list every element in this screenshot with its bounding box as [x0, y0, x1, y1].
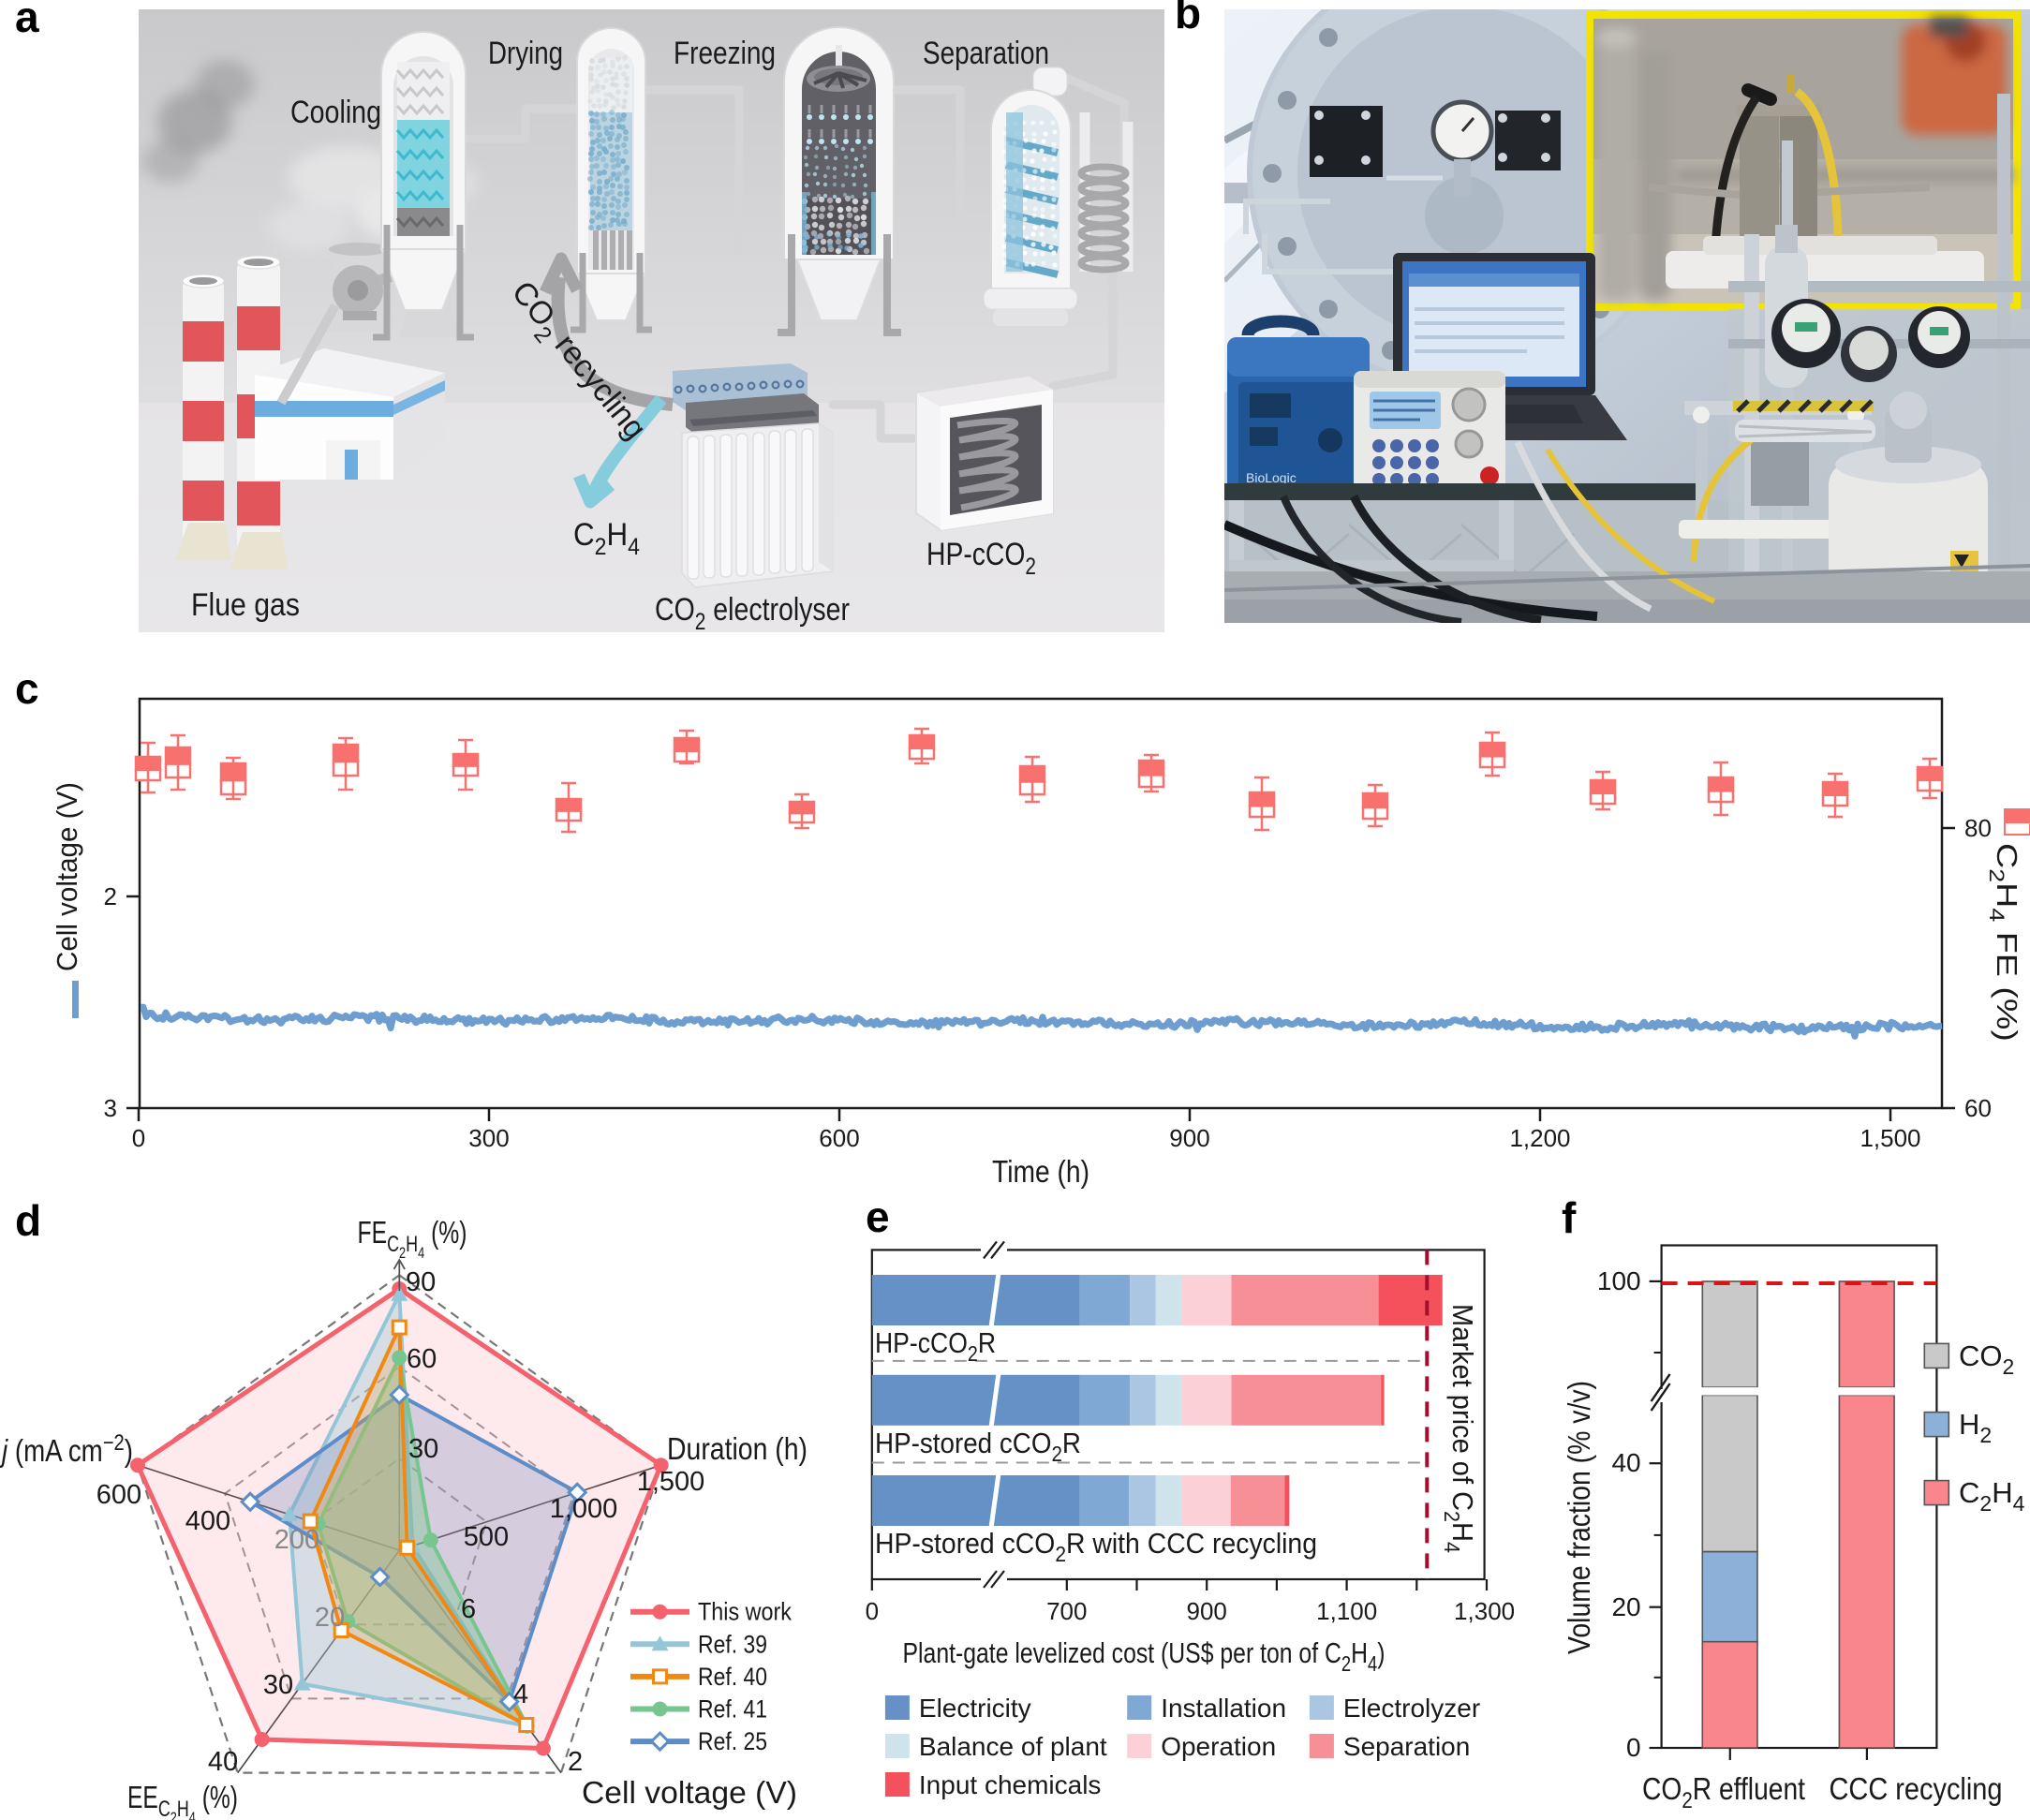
svg-text:1,300: 1,300 — [1454, 1597, 1515, 1625]
svg-text:Ref. 40: Ref. 40 — [698, 1663, 767, 1691]
svg-text:Ref. 25: Ref. 25 — [698, 1727, 767, 1755]
svg-text:FEC2H4 (%): FEC2H4 (%) — [358, 1215, 467, 1262]
svg-text:0: 0 — [866, 1597, 879, 1625]
svg-text:200: 200 — [274, 1525, 319, 1555]
svg-text:Input chemicals: Input chemicals — [919, 1770, 1102, 1799]
svg-text:C2H4: C2H4 — [1959, 1476, 2025, 1516]
svg-text:Cell voltage (V): Cell voltage (V) — [582, 1775, 797, 1810]
svg-text:300: 300 — [468, 1124, 509, 1152]
svg-text:1,500: 1,500 — [1860, 1124, 1920, 1152]
svg-text:6: 6 — [461, 1594, 476, 1624]
svg-text:H2: H2 — [1959, 1408, 1992, 1447]
svg-text:Plant-gate levelized cost (US$: Plant-gate levelized cost (US$ per ton o… — [903, 1636, 1385, 1676]
svg-text:1,100: 1,100 — [1316, 1597, 1377, 1625]
svg-text:Electrolyzer: Electrolyzer — [1343, 1694, 1480, 1723]
svg-text:1,000: 1,000 — [550, 1494, 618, 1524]
svg-text:20: 20 — [315, 1603, 345, 1633]
svg-text:Separation: Separation — [923, 36, 1049, 71]
svg-text:HP-cCO2R: HP-cCO2R — [875, 1326, 996, 1366]
svg-text:HP-stored cCO2R with CCC recyc: HP-stored cCO2R with CCC recycling — [875, 1527, 1317, 1566]
svg-text:Ref. 41: Ref. 41 — [698, 1695, 767, 1724]
svg-text:0: 0 — [132, 1124, 145, 1152]
svg-text:Time (h): Time (h) — [992, 1154, 1089, 1189]
svg-text:HP-stored cCO2R: HP-stored cCO2R — [875, 1427, 1081, 1466]
svg-text:CO2: CO2 — [1959, 1339, 2014, 1379]
svg-text:0: 0 — [1626, 1733, 1641, 1762]
svg-text:30: 30 — [263, 1670, 293, 1700]
svg-text:Operation: Operation — [1161, 1732, 1276, 1761]
svg-text:Separation: Separation — [1343, 1732, 1470, 1761]
svg-text:j (mA cm−2): j (mA cm−2) — [0, 1430, 133, 1468]
svg-text:2: 2 — [568, 1747, 583, 1777]
svg-text:Duration (h): Duration (h) — [667, 1431, 808, 1466]
svg-text:Electricity: Electricity — [919, 1694, 1031, 1723]
svg-text:700: 700 — [1046, 1597, 1087, 1625]
svg-text:1,500: 1,500 — [637, 1467, 705, 1497]
svg-text:500: 500 — [464, 1522, 509, 1552]
svg-text:EEC2H4 (%): EEC2H4 (%) — [127, 1780, 238, 1820]
svg-text:60: 60 — [1964, 1094, 1992, 1122]
svg-text:CO2 electrolyser: CO2 electrolyser — [655, 592, 850, 632]
svg-text:Flue gas: Flue gas — [191, 587, 300, 623]
svg-text:40: 40 — [1611, 1448, 1640, 1477]
svg-text:20: 20 — [1611, 1592, 1640, 1621]
svg-text:Cell voltage (V): Cell voltage (V) — [51, 782, 83, 971]
svg-text:100: 100 — [1597, 1266, 1641, 1295]
svg-text:40: 40 — [208, 1747, 238, 1777]
svg-text:CCC recycling: CCC recycling — [1830, 1771, 2003, 1806]
svg-text:80: 80 — [1964, 814, 1992, 842]
svg-text:4: 4 — [513, 1679, 528, 1709]
svg-text:400: 400 — [185, 1506, 230, 1536]
svg-text:BioLogic: BioLogic — [1246, 470, 1297, 485]
svg-text:900: 900 — [1187, 1597, 1227, 1625]
svg-text:Market price of C2H4: Market price of C2H4 — [1440, 1304, 1479, 1553]
svg-text:60: 60 — [407, 1344, 437, 1374]
svg-text:2: 2 — [104, 882, 117, 910]
svg-text:This work: This work — [698, 1598, 792, 1626]
svg-text:Volume fraction (% v/v): Volume fraction (% v/v) — [1562, 1381, 1596, 1654]
svg-text:Ref. 39: Ref. 39 — [698, 1630, 767, 1658]
svg-text:Balance of plant: Balance of plant — [919, 1732, 1107, 1761]
svg-text:900: 900 — [1169, 1124, 1209, 1152]
svg-text:Cooling: Cooling — [290, 95, 381, 130]
svg-text:Drying: Drying — [488, 36, 563, 71]
svg-text:30: 30 — [408, 1434, 438, 1464]
svg-text:C2H4 FE (%): C2H4 FE (%) — [1985, 843, 2023, 1042]
svg-text:1,200: 1,200 — [1509, 1124, 1570, 1152]
svg-text:90: 90 — [406, 1267, 436, 1297]
svg-text:3: 3 — [104, 1094, 117, 1122]
svg-text:600: 600 — [819, 1124, 859, 1152]
svg-text:CO2R effluent: CO2R effluent — [1642, 1771, 1805, 1813]
svg-text:Freezing: Freezing — [674, 36, 776, 71]
svg-text:600: 600 — [96, 1480, 141, 1510]
svg-text:Installation: Installation — [1161, 1694, 1286, 1723]
